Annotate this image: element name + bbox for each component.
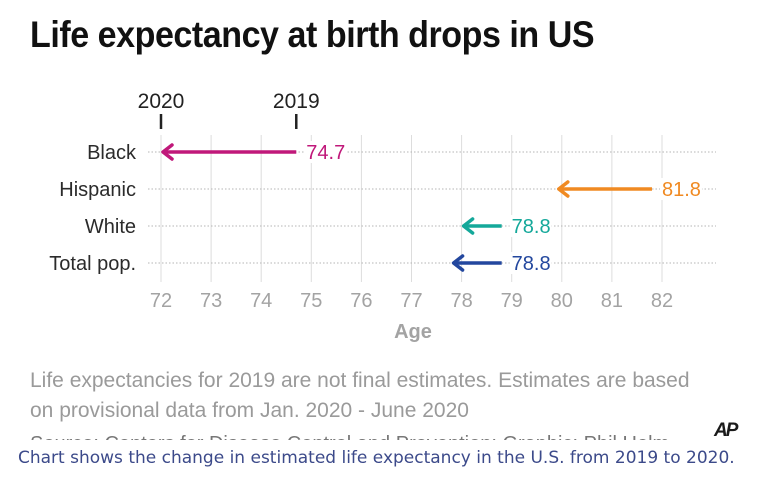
value-label-bg xyxy=(509,252,552,274)
arrow-head xyxy=(461,217,475,235)
x-tick-label: 81 xyxy=(601,290,623,312)
x-tick-label: 74 xyxy=(250,290,272,312)
category-label: Black xyxy=(87,142,137,164)
year-marker-label: 2020 xyxy=(138,90,185,113)
source-text: Source: Centers for Disease Control and … xyxy=(30,431,700,440)
source-credit: Source: Centers for Disease Control and … xyxy=(30,431,700,440)
arrow-head xyxy=(557,180,570,198)
year-marker-label: 2019 xyxy=(273,90,320,113)
x-tick-label: 82 xyxy=(651,290,673,312)
year-markers: 2020 2019 xyxy=(138,90,320,129)
x-axis-ticks: 72 73 74 75 76 77 78 79 80 81 82 xyxy=(150,290,673,312)
x-tick-label: 72 xyxy=(150,290,172,312)
x-tick-label: 80 xyxy=(551,290,573,312)
category-rows: Black Hispanic White Total pop. xyxy=(49,142,716,275)
caption-bar xyxy=(0,440,782,480)
x-tick-label: 78 xyxy=(450,290,472,312)
footnote-line-2: on provisional data from Jan. 2020 - Jun… xyxy=(30,399,469,422)
value-label: 78.8 xyxy=(512,253,551,275)
arrow-chart: Black Hispanic White Total pop. 2020 2019 72… xyxy=(49,90,716,343)
value-label-bg xyxy=(509,215,552,237)
value-label: 78.8 xyxy=(512,216,551,238)
value-label-bg xyxy=(659,178,702,200)
category-label: Hispanic xyxy=(59,179,136,201)
x-tick-label: 76 xyxy=(350,290,372,312)
category-label: Total pop. xyxy=(49,253,136,275)
x-axis-title: Age xyxy=(394,321,432,343)
x-tick-label: 77 xyxy=(400,290,422,312)
value-label: 74.7 xyxy=(306,142,345,164)
footnote-line-1: Life expectancies for 2019 are not final… xyxy=(30,369,690,392)
ap-logo: AP xyxy=(714,420,738,441)
footnote: Life expectancies for 2019 are not final… xyxy=(30,366,730,426)
x-tick-label: 79 xyxy=(501,290,523,312)
value-label-bg xyxy=(304,141,347,163)
arrow-series: 74.7 81.8 78.8 78.8 xyxy=(161,141,702,275)
grid xyxy=(160,135,663,282)
arrow-head xyxy=(161,143,174,161)
figure-caption: Chart shows the change in estimated life… xyxy=(18,448,735,468)
x-tick-label: 73 xyxy=(200,290,222,312)
arrow-head xyxy=(451,254,465,272)
value-label: 81.8 xyxy=(662,179,701,201)
category-label: White xyxy=(85,216,136,238)
x-tick-label: 75 xyxy=(300,290,322,312)
chart-title: Life expectancy at birth drops in US xyxy=(30,14,595,55)
